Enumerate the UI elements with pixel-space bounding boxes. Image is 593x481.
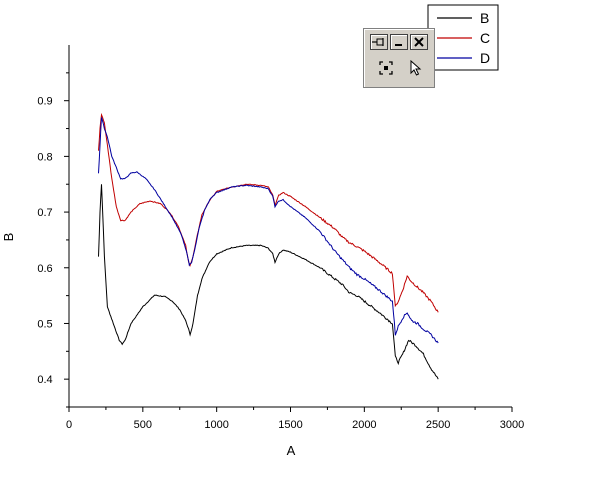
- close-icon[interactable]: [410, 34, 428, 50]
- floating-toolbar[interactable]: [363, 28, 435, 88]
- x-tick-label: 1500: [278, 419, 302, 431]
- y-tick-label: 0.5: [37, 318, 52, 330]
- x-tick-label: 1000: [204, 419, 228, 431]
- series-line-D: [98, 117, 439, 344]
- series-layer: [98, 112, 439, 380]
- minimize-icon[interactable]: [390, 34, 408, 50]
- legend-label: D: [480, 50, 490, 66]
- fit-frame-icon[interactable]: [376, 58, 396, 78]
- y-tick-label: 0.6: [37, 263, 52, 275]
- legend-label: B: [480, 10, 489, 26]
- legend-label: C: [480, 30, 490, 46]
- series-line-B: [98, 184, 439, 380]
- y-tick-label: 0.9: [37, 96, 52, 108]
- x-tick-label: 2500: [426, 419, 450, 431]
- x-axis-title: A: [287, 443, 296, 458]
- series-line-C: [98, 112, 439, 313]
- y-tick-label: 0.4: [37, 374, 52, 386]
- y-axis-title: B: [1, 233, 16, 242]
- pointer-icon[interactable]: [406, 58, 426, 78]
- axes: 0 500 1000 1500 2000 2500 3000 0.4 0.5 0.6 0.7 0.8 0…: [37, 45, 524, 431]
- pin-icon[interactable]: [370, 34, 388, 50]
- x-tick-label: 2000: [352, 419, 376, 431]
- x-tick-label: 3000: [500, 419, 524, 431]
- x-tick-label: 0: [66, 419, 72, 431]
- y-tick-label: 0.8: [37, 151, 52, 163]
- legend: BCD: [427, 4, 499, 71]
- y-tick-label: 0.7: [37, 207, 52, 219]
- x-tick-label: 500: [134, 419, 152, 431]
